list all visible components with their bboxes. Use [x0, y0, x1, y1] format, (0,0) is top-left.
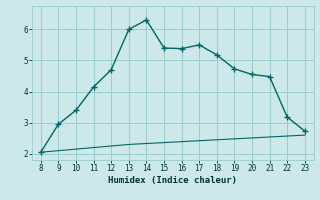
X-axis label: Humidex (Indice chaleur): Humidex (Indice chaleur) [108, 176, 237, 185]
